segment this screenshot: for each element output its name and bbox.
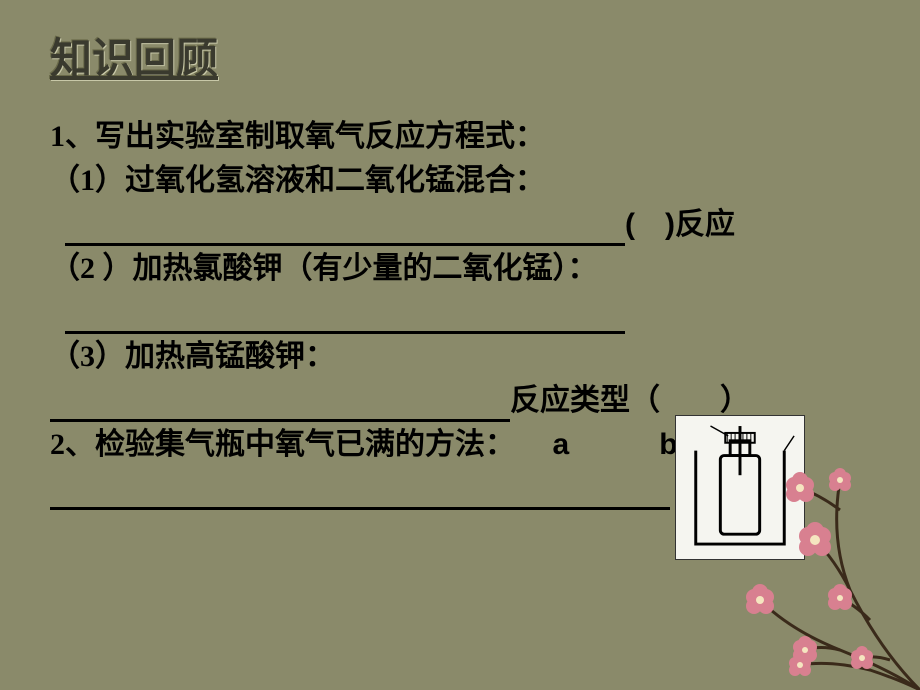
question1-prompt: 1、写出实验室制取氧气反应方程式：: [50, 116, 870, 158]
question1-part1-label: （1）过氧化氢溶液和二氧化锰混合：: [50, 160, 870, 202]
question1-part1-blank-row: ( )反应: [50, 204, 870, 246]
blank-line-3: [50, 392, 510, 422]
blank-line-4: [50, 480, 670, 510]
bottle-diagram: [675, 415, 805, 560]
paren-close-1: )反应: [665, 208, 735, 241]
slide-container: 知识回顾 1、写出实验室制取氧气反应方程式： （1）过氧化氢溶液和二氧化锰混合：…: [0, 0, 920, 690]
reaction-type-text: 反应类型（ ）: [510, 384, 750, 417]
question1-part3-label: （3）加热高锰酸钾：: [50, 336, 870, 378]
question2-prompt: 2、检验集气瓶中氧气已满的方法：: [50, 428, 515, 461]
bottle-svg: [681, 421, 799, 554]
paren-open-1: (: [625, 208, 635, 241]
blank-line-1: [65, 216, 625, 246]
blank-line-2: [65, 304, 625, 334]
slide-title: 知识回顾: [50, 25, 870, 86]
question1-part2-label: （2 ）加热氯酸钾（有少量的二氧化锰）：: [50, 248, 870, 290]
question1-part2-blank-row: [50, 292, 870, 334]
label-a: a: [553, 428, 570, 461]
